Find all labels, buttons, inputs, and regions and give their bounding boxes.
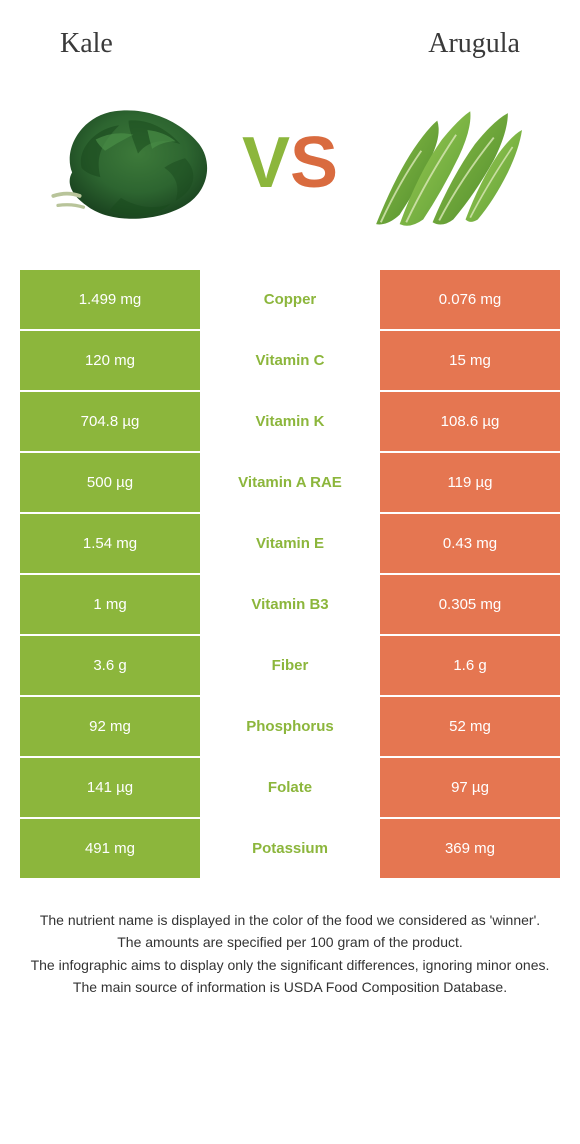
arugula-image xyxy=(342,83,542,243)
footer-line: The main source of information is USDA F… xyxy=(28,977,552,997)
left-value: 1 mg xyxy=(20,575,200,634)
nutrient-name: Phosphorus xyxy=(200,697,380,756)
right-value: 0.43 mg xyxy=(380,514,560,573)
nutrition-table: 1.499 mgCopper0.076 mg120 mgVitamin C15 … xyxy=(20,270,560,878)
nutrient-row: 1 mgVitamin B30.305 mg xyxy=(20,575,560,634)
nutrient-row: 120 mgVitamin C15 mg xyxy=(20,331,560,390)
left-value: 500 µg xyxy=(20,453,200,512)
left-food-title: Kale xyxy=(60,28,113,60)
right-food-title: Arugula xyxy=(428,28,520,60)
nutrient-row: 500 µgVitamin A RAE119 µg xyxy=(20,453,560,512)
right-value: 108.6 µg xyxy=(380,392,560,451)
left-value: 92 mg xyxy=(20,697,200,756)
nutrient-row: 1.499 mgCopper0.076 mg xyxy=(20,270,560,329)
footer-line: The amounts are specified per 100 gram o… xyxy=(28,932,552,952)
left-value: 1.54 mg xyxy=(20,514,200,573)
vs-label: VS xyxy=(238,127,342,199)
left-value: 120 mg xyxy=(20,331,200,390)
left-value: 141 µg xyxy=(20,758,200,817)
left-value: 704.8 µg xyxy=(20,392,200,451)
right-value: 1.6 g xyxy=(380,636,560,695)
left-value: 3.6 g xyxy=(20,636,200,695)
hero-section: VS xyxy=(0,70,580,270)
right-value: 15 mg xyxy=(380,331,560,390)
right-value: 97 µg xyxy=(380,758,560,817)
nutrient-name: Vitamin K xyxy=(200,392,380,451)
footer-line: The infographic aims to display only the… xyxy=(28,955,552,975)
nutrient-row: 92 mgPhosphorus52 mg xyxy=(20,697,560,756)
nutrient-name: Fiber xyxy=(200,636,380,695)
nutrient-name: Vitamin E xyxy=(200,514,380,573)
nutrient-name: Vitamin B3 xyxy=(200,575,380,634)
nutrient-name: Folate xyxy=(200,758,380,817)
nutrient-row: 704.8 µgVitamin K108.6 µg xyxy=(20,392,560,451)
left-value: 491 mg xyxy=(20,819,200,878)
header: Kale Arugula xyxy=(0,0,580,70)
nutrient-row: 491 mgPotassium369 mg xyxy=(20,819,560,878)
right-value: 0.076 mg xyxy=(380,270,560,329)
nutrient-name: Vitamin A RAE xyxy=(200,453,380,512)
kale-image xyxy=(38,83,238,243)
right-value: 369 mg xyxy=(380,819,560,878)
nutrient-name: Copper xyxy=(200,270,380,329)
nutrient-name: Vitamin C xyxy=(200,331,380,390)
footer-notes: The nutrient name is displayed in the co… xyxy=(0,880,580,997)
right-value: 0.305 mg xyxy=(380,575,560,634)
footer-line: The nutrient name is displayed in the co… xyxy=(28,910,552,930)
nutrient-row: 141 µgFolate97 µg xyxy=(20,758,560,817)
right-value: 119 µg xyxy=(380,453,560,512)
left-value: 1.499 mg xyxy=(20,270,200,329)
right-value: 52 mg xyxy=(380,697,560,756)
nutrient-row: 1.54 mgVitamin E0.43 mg xyxy=(20,514,560,573)
nutrient-row: 3.6 gFiber1.6 g xyxy=(20,636,560,695)
nutrient-name: Potassium xyxy=(200,819,380,878)
